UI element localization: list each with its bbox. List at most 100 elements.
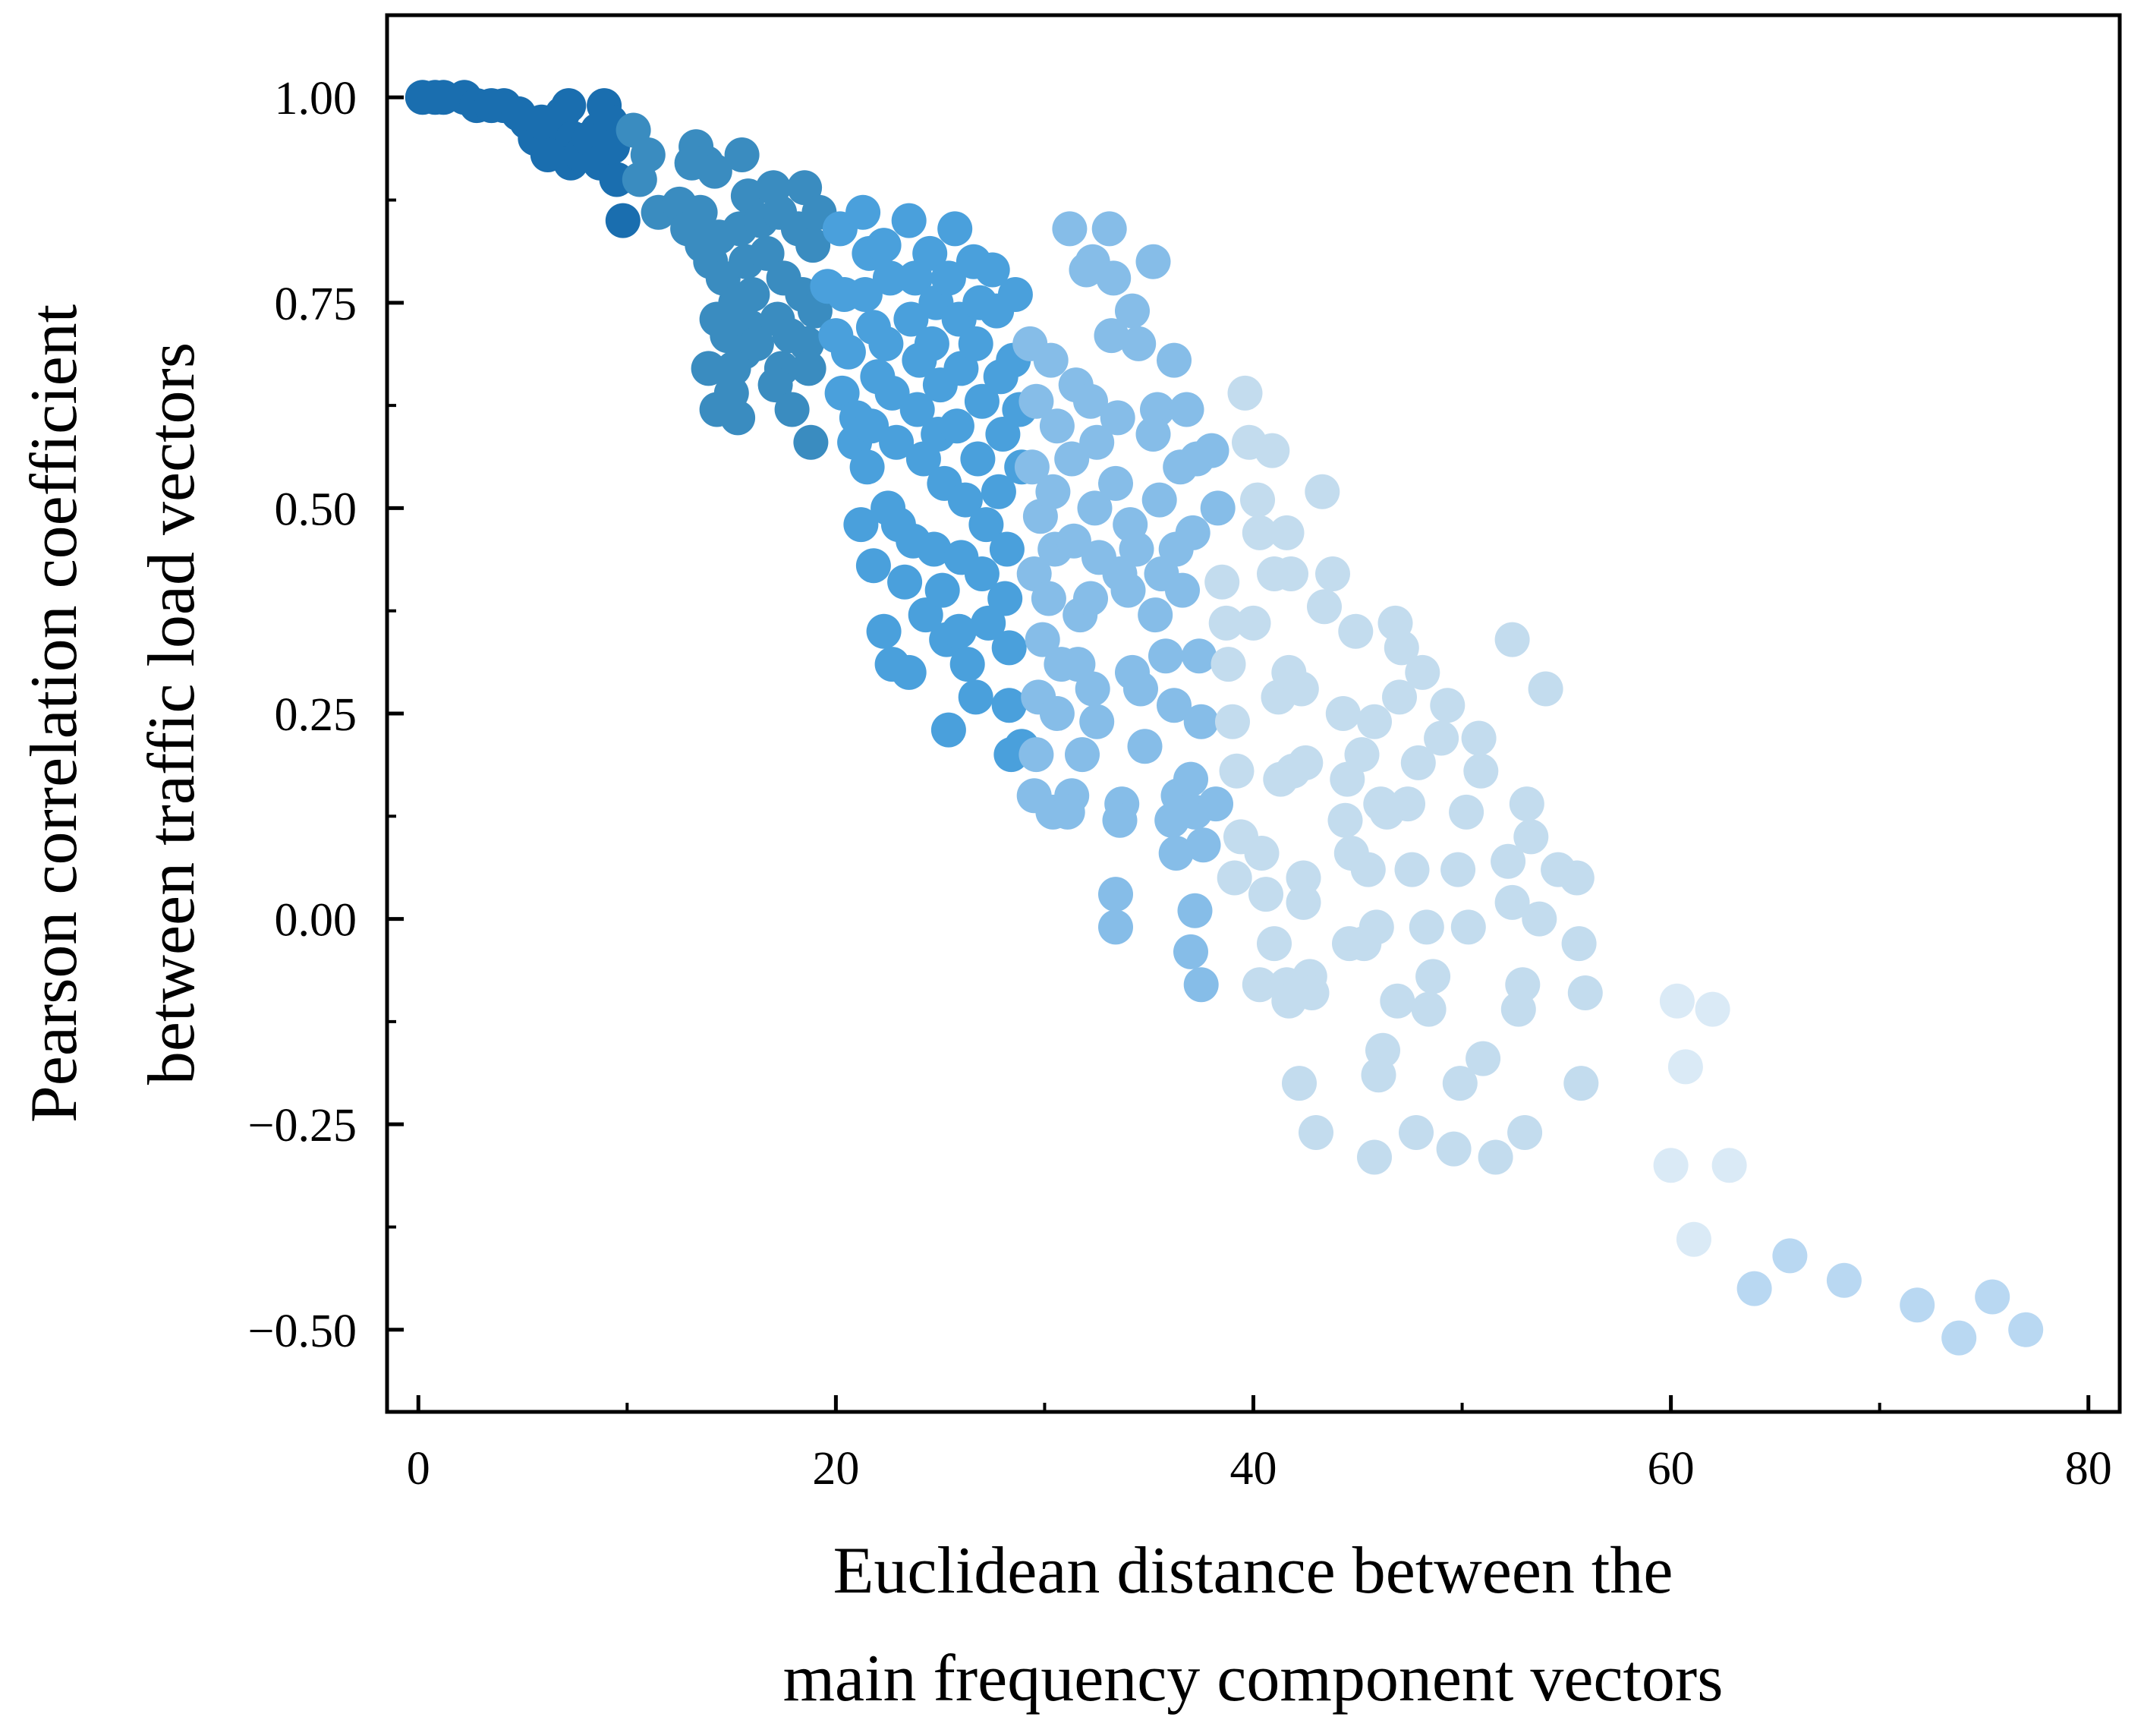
- data-point: [1975, 1279, 2010, 1315]
- data-point: [937, 211, 973, 247]
- data-point: [1056, 523, 1091, 559]
- data-point: [1307, 589, 1342, 625]
- data-point: [1079, 424, 1115, 460]
- y-tick-label: 0.75: [275, 279, 357, 330]
- series-pale: [1204, 375, 1603, 1175]
- data-point: [1350, 852, 1386, 887]
- data-point: [1073, 383, 1108, 419]
- data-point: [1449, 794, 1484, 830]
- data-point: [2008, 1312, 2044, 1347]
- data-point: [1361, 1057, 1396, 1093]
- data-point: [1138, 597, 1173, 633]
- data-point: [1315, 556, 1350, 591]
- data-point: [1098, 877, 1133, 912]
- data-point: [791, 351, 826, 386]
- data-point: [605, 203, 641, 238]
- data-point: [908, 597, 943, 633]
- data-point: [949, 647, 985, 682]
- data-point: [989, 531, 1025, 567]
- data-point: [1424, 720, 1459, 756]
- data-points: [405, 80, 2044, 1356]
- y-axis-ticks: −0.50 −0.25 0.00 0.25 0.50 0.75 1.00: [248, 73, 404, 1357]
- data-point: [1505, 967, 1541, 1003]
- data-point: [1073, 581, 1108, 616]
- axes: 0 20 40 60 80 −0.50 −0.25 0.00 0.25 0.50 0.75 1.00: [248, 13, 2122, 1495]
- data-point: [1736, 1271, 1772, 1306]
- data-point: [738, 326, 774, 361]
- data-point: [1227, 375, 1263, 411]
- x-axis-title: Euclidean distance between the main freq…: [783, 1534, 1724, 1716]
- data-point: [1659, 983, 1695, 1019]
- data-point: [795, 228, 831, 263]
- data-point: [1676, 1221, 1711, 1257]
- data-point: [1177, 893, 1213, 928]
- data-point: [1148, 638, 1183, 674]
- data-point: [930, 712, 966, 748]
- data-point: [971, 605, 1006, 641]
- data-point: [916, 531, 952, 567]
- data-point: [964, 383, 1000, 419]
- data-point: [947, 482, 983, 518]
- data-point: [1380, 983, 1415, 1019]
- data-point: [1941, 1320, 1977, 1356]
- data-point: [716, 351, 751, 386]
- data-point: [1494, 622, 1530, 657]
- data-point: [1282, 1066, 1317, 1101]
- data-point: [985, 417, 1021, 452]
- data-point: [912, 235, 948, 271]
- data-point: [1039, 408, 1075, 444]
- data-point: [1325, 696, 1361, 731]
- data-point: [1399, 1115, 1434, 1150]
- data-point: [1183, 967, 1219, 1003]
- data-point: [1219, 753, 1255, 789]
- data-point: [968, 507, 1004, 543]
- data-point: [1123, 671, 1158, 707]
- data-point: [987, 581, 1023, 616]
- data-point: [914, 326, 949, 361]
- data-point: [757, 367, 793, 403]
- data-point: [1018, 737, 1054, 773]
- data-point: [551, 88, 587, 124]
- data-point: [749, 235, 785, 271]
- data-point: [958, 679, 993, 715]
- data-point: [697, 153, 732, 189]
- data-point: [1065, 737, 1100, 773]
- data-point: [1711, 1148, 1747, 1183]
- data-point: [924, 572, 960, 608]
- data-point: [1269, 515, 1305, 550]
- data-point: [1442, 1066, 1478, 1101]
- x-tick-label: 40: [1230, 1443, 1277, 1495]
- data-point: [1294, 975, 1330, 1010]
- data-point: [891, 654, 927, 690]
- data-point: [879, 424, 915, 460]
- data-point: [1185, 827, 1221, 863]
- data-point: [1242, 967, 1277, 1003]
- data-point: [1466, 1041, 1501, 1076]
- data-point: [1173, 761, 1208, 797]
- data-point: [1242, 515, 1277, 550]
- data-point: [1039, 696, 1075, 731]
- series-medium: [810, 194, 1040, 773]
- data-point: [1358, 909, 1394, 945]
- x-tick-label: 0: [407, 1443, 430, 1495]
- data-point: [1286, 884, 1321, 920]
- data-point: [960, 441, 996, 477]
- data-point: [682, 194, 718, 230]
- data-point: [1255, 433, 1290, 468]
- data-point: [866, 613, 902, 649]
- data-point: [1052, 211, 1088, 247]
- y-tick-label: 1.00: [275, 73, 357, 124]
- data-point: [854, 408, 889, 444]
- data-point: [941, 613, 977, 649]
- data-point: [691, 351, 726, 386]
- data-point: [1667, 1049, 1703, 1085]
- data-point: [1135, 244, 1171, 279]
- data-point: [1121, 326, 1157, 361]
- data-point: [1194, 433, 1229, 468]
- series-tail: [1736, 1238, 2044, 1356]
- data-point: [855, 548, 891, 584]
- data-point: [1826, 1262, 1862, 1298]
- data-point: [1014, 449, 1050, 485]
- data-point: [630, 137, 666, 172]
- data-point: [1098, 909, 1133, 945]
